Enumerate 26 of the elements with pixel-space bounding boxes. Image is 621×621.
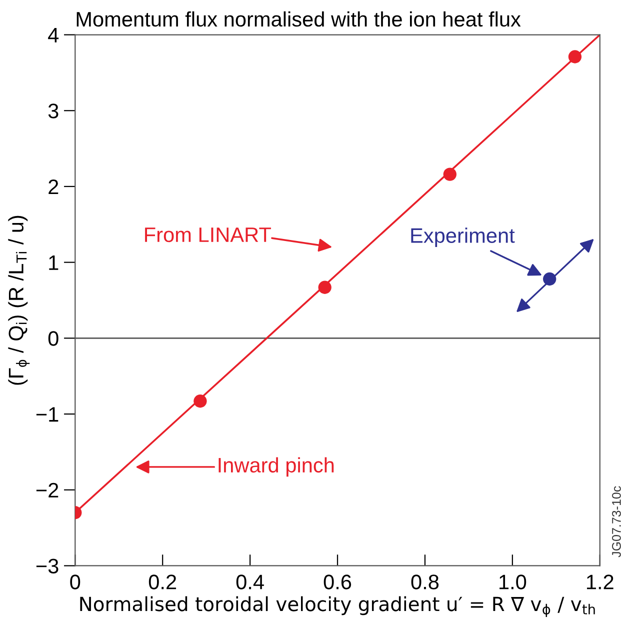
y-tick-label: 0 [48,331,58,346]
point [443,168,456,181]
y-tick-label: 3 [48,104,58,118]
annotation: Experiment [411,228,515,248]
point [568,50,582,64]
chart-title: Momentum flux normalised with the ion heat flux [76,11,521,27]
y-tick-label: −3 [36,558,58,574]
x-axis-title: Normalised toroidal velocity gradient u′ = R ∇ v$_{ϕ}$ / v$_{th}$ [80,596,595,618]
annotation: Inward pinch [218,457,334,477]
x-tick-label: 0.4 [236,574,264,590]
y-tick-label: 4 [48,28,59,42]
point [318,280,332,294]
point [194,394,207,408]
x-tick-label: 1.0 [500,574,526,590]
x-tick-label: 0.6 [324,574,352,590]
y-axis-title: (Γ$_{ϕ}$ / Q$_{i}$) (R /L$_{Ti}$ / u) [8,216,30,385]
y-tick-label: −2 [36,482,58,498]
text: JG07.73-10c [612,486,621,558]
x-tick-label: 0 [70,574,80,590]
annotation: From LINART [145,228,271,242]
x-tick-label: 0.8 [411,574,439,590]
y-tick-label: 1 [49,256,58,270]
x-tick-label: 0.2 [148,574,176,590]
y-tick-label: −1 [36,407,58,422]
y-tick-label: 2 [48,179,58,194]
x-tick-label: 1.2 [586,574,614,590]
